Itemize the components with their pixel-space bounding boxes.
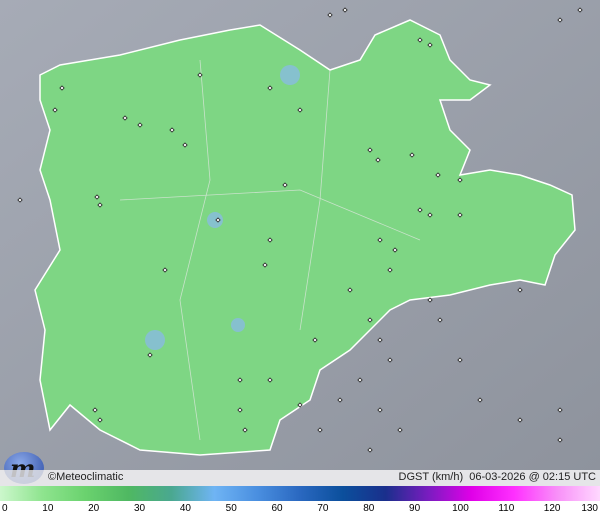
station-marker[interactable]: [147, 352, 153, 358]
scale-tick-label: 110: [498, 503, 515, 514]
station-marker[interactable]: [262, 262, 268, 268]
station-marker[interactable]: [197, 72, 203, 78]
region-castilla-y-leon[interactable]: [34, 19, 576, 456]
station-marker[interactable]: [375, 157, 381, 163]
scale-tick-label: 50: [225, 503, 237, 514]
station-marker[interactable]: [17, 197, 23, 203]
wind-gust-map[interactable]: [0, 0, 600, 470]
station-marker[interactable]: [377, 407, 383, 413]
station-marker[interactable]: [427, 297, 433, 303]
credit-text: ©Meteoclimatic: [48, 471, 124, 483]
station-marker[interactable]: [435, 172, 441, 178]
variable-label: DGST (km/h): [398, 471, 464, 483]
station-marker[interactable]: [557, 17, 563, 23]
station-marker[interactable]: [267, 377, 273, 383]
station-marker[interactable]: [267, 85, 273, 91]
station-marker[interactable]: [182, 142, 188, 148]
station-marker[interactable]: [242, 427, 248, 433]
station-marker[interactable]: [387, 357, 393, 363]
station-marker[interactable]: [477, 397, 483, 403]
station-marker[interactable]: [215, 217, 221, 223]
province-borders: [119, 59, 421, 441]
station-marker[interactable]: [267, 237, 273, 243]
station-marker[interactable]: [137, 122, 143, 128]
scale-tick-label: 20: [88, 503, 100, 514]
station-marker[interactable]: [397, 427, 403, 433]
scale-tick-label: 80: [363, 503, 375, 514]
map-title: DGST (km/h) 06-03-2026 @ 02:15 UTC: [399, 471, 596, 483]
station-marker[interactable]: [367, 147, 373, 153]
station-marker[interactable]: [557, 437, 563, 443]
station-marker[interactable]: [377, 337, 383, 343]
station-marker[interactable]: [427, 42, 433, 48]
station-marker[interactable]: [52, 107, 58, 113]
station-marker[interactable]: [409, 152, 415, 158]
station-marker[interactable]: [357, 377, 363, 383]
station-marker[interactable]: [387, 267, 393, 273]
station-marker[interactable]: [457, 357, 463, 363]
scale-tick-label: 40: [179, 503, 191, 514]
station-marker[interactable]: [297, 107, 303, 113]
station-marker[interactable]: [97, 202, 103, 208]
station-marker[interactable]: [367, 317, 373, 323]
station-marker[interactable]: [377, 237, 383, 243]
weather-stations: [17, 7, 583, 453]
station-marker[interactable]: [437, 317, 443, 323]
station-marker[interactable]: [297, 402, 303, 408]
station-marker[interactable]: [577, 7, 583, 13]
station-marker[interactable]: [282, 182, 288, 188]
station-marker[interactable]: [347, 287, 353, 293]
station-marker[interactable]: [517, 417, 523, 423]
station-marker[interactable]: [237, 377, 243, 383]
scale-tick-label: 100: [452, 503, 469, 514]
scale-tick-label: 10: [42, 503, 54, 514]
station-marker[interactable]: [557, 407, 563, 413]
scale-tick-label: 30: [133, 503, 146, 514]
station-marker[interactable]: [59, 85, 65, 91]
scale-tick-label: 0: [2, 503, 8, 514]
station-marker[interactable]: [162, 267, 168, 273]
station-marker[interactable]: [317, 427, 323, 433]
station-marker[interactable]: [337, 397, 343, 403]
station-marker[interactable]: [342, 7, 348, 13]
gust-hotspots: [145, 65, 300, 350]
station-marker[interactable]: [92, 407, 98, 413]
color-scale-ticks: 0 10 20 30 40 50 60 70 80 90 100 110 120 130: [0, 501, 600, 521]
info-bar: ©Meteoclimatic DGST (km/h) 06-03-2026 @ …: [0, 470, 600, 486]
station-marker[interactable]: [517, 287, 523, 293]
station-marker[interactable]: [169, 127, 175, 133]
scale-tick-label: 90: [409, 503, 421, 514]
station-marker[interactable]: [312, 337, 318, 343]
scale-tick-label: 120: [543, 503, 561, 514]
color-scale-bar: [0, 486, 600, 501]
scale-tick-label: 60: [271, 503, 283, 514]
station-marker[interactable]: [94, 194, 100, 200]
station-marker[interactable]: [97, 417, 103, 423]
station-marker[interactable]: [367, 447, 373, 453]
station-marker[interactable]: [392, 247, 398, 253]
station-marker[interactable]: [457, 212, 463, 218]
station-marker[interactable]: [237, 407, 243, 413]
scale-tick-label: 70: [317, 503, 329, 514]
timestamp: 06-03-2026 @ 02:15 UTC: [469, 471, 596, 483]
station-marker[interactable]: [417, 37, 423, 43]
station-marker[interactable]: [417, 207, 423, 213]
station-marker[interactable]: [327, 12, 333, 18]
station-marker[interactable]: [122, 115, 128, 121]
station-marker[interactable]: [427, 212, 433, 218]
station-marker[interactable]: [457, 177, 463, 183]
scale-tick-label: 130: [581, 503, 598, 514]
